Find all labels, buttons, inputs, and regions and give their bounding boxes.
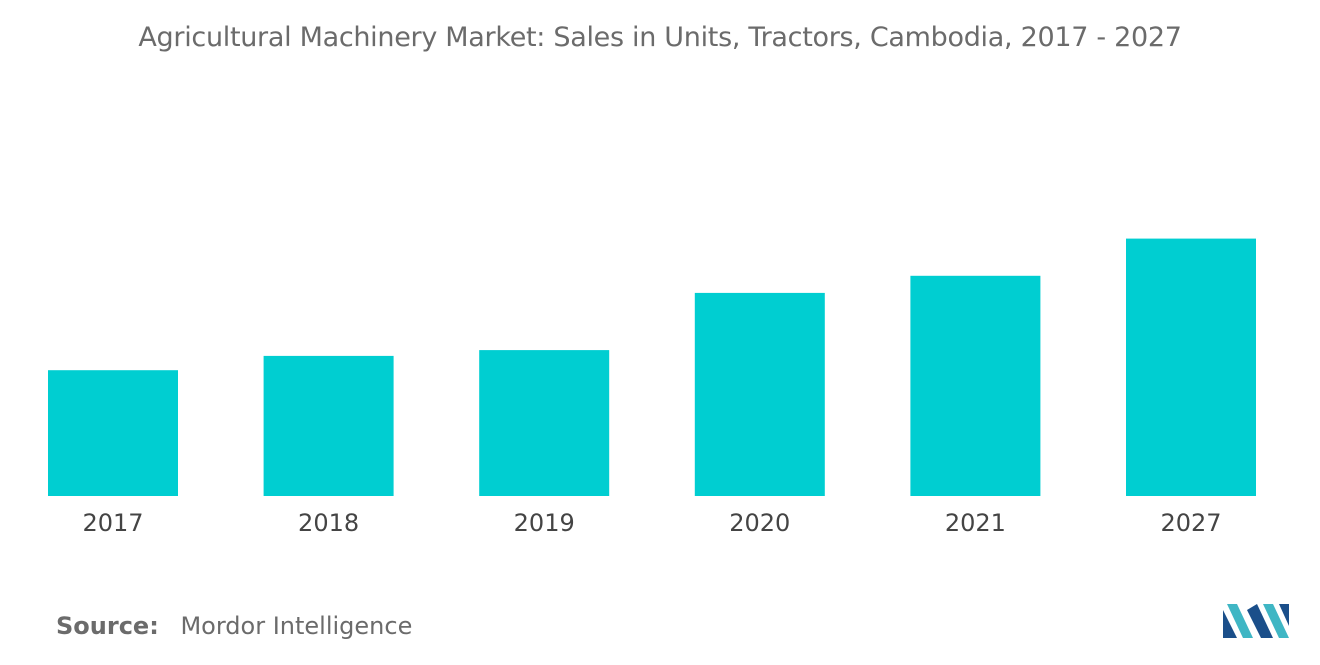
x-tick-label-2018: 2018	[298, 509, 359, 537]
x-tick-label-2019: 2019	[514, 509, 575, 537]
source-label: Source:	[56, 612, 159, 640]
x-tick-label-2021: 2021	[945, 509, 1006, 537]
x-tick-labels: 2017 2018 2019 2020 2021 2027	[82, 509, 1221, 537]
chart-title: Agricultural Machinery Market: Sales in …	[138, 22, 1182, 53]
bar-2020	[694, 292, 825, 496]
x-tick-label-2020: 2020	[729, 509, 790, 537]
x-tick-label-2017: 2017	[82, 509, 143, 537]
bar-chart: 2017 2018 2019 2020 2021 2027	[48, 238, 1256, 537]
mordor-intelligence-logo-icon	[1223, 604, 1289, 638]
x-tick-label-2027: 2027	[1160, 509, 1221, 537]
bar-2021	[910, 275, 1041, 496]
source-line: Source: Mordor Intelligence	[56, 612, 412, 640]
bar-2019	[479, 350, 610, 496]
bar-2027	[1126, 238, 1256, 496]
source-value: Mordor Intelligence	[180, 612, 413, 640]
bars-group	[48, 238, 1256, 496]
bar-2018	[263, 355, 394, 496]
bar-2017	[48, 370, 178, 496]
